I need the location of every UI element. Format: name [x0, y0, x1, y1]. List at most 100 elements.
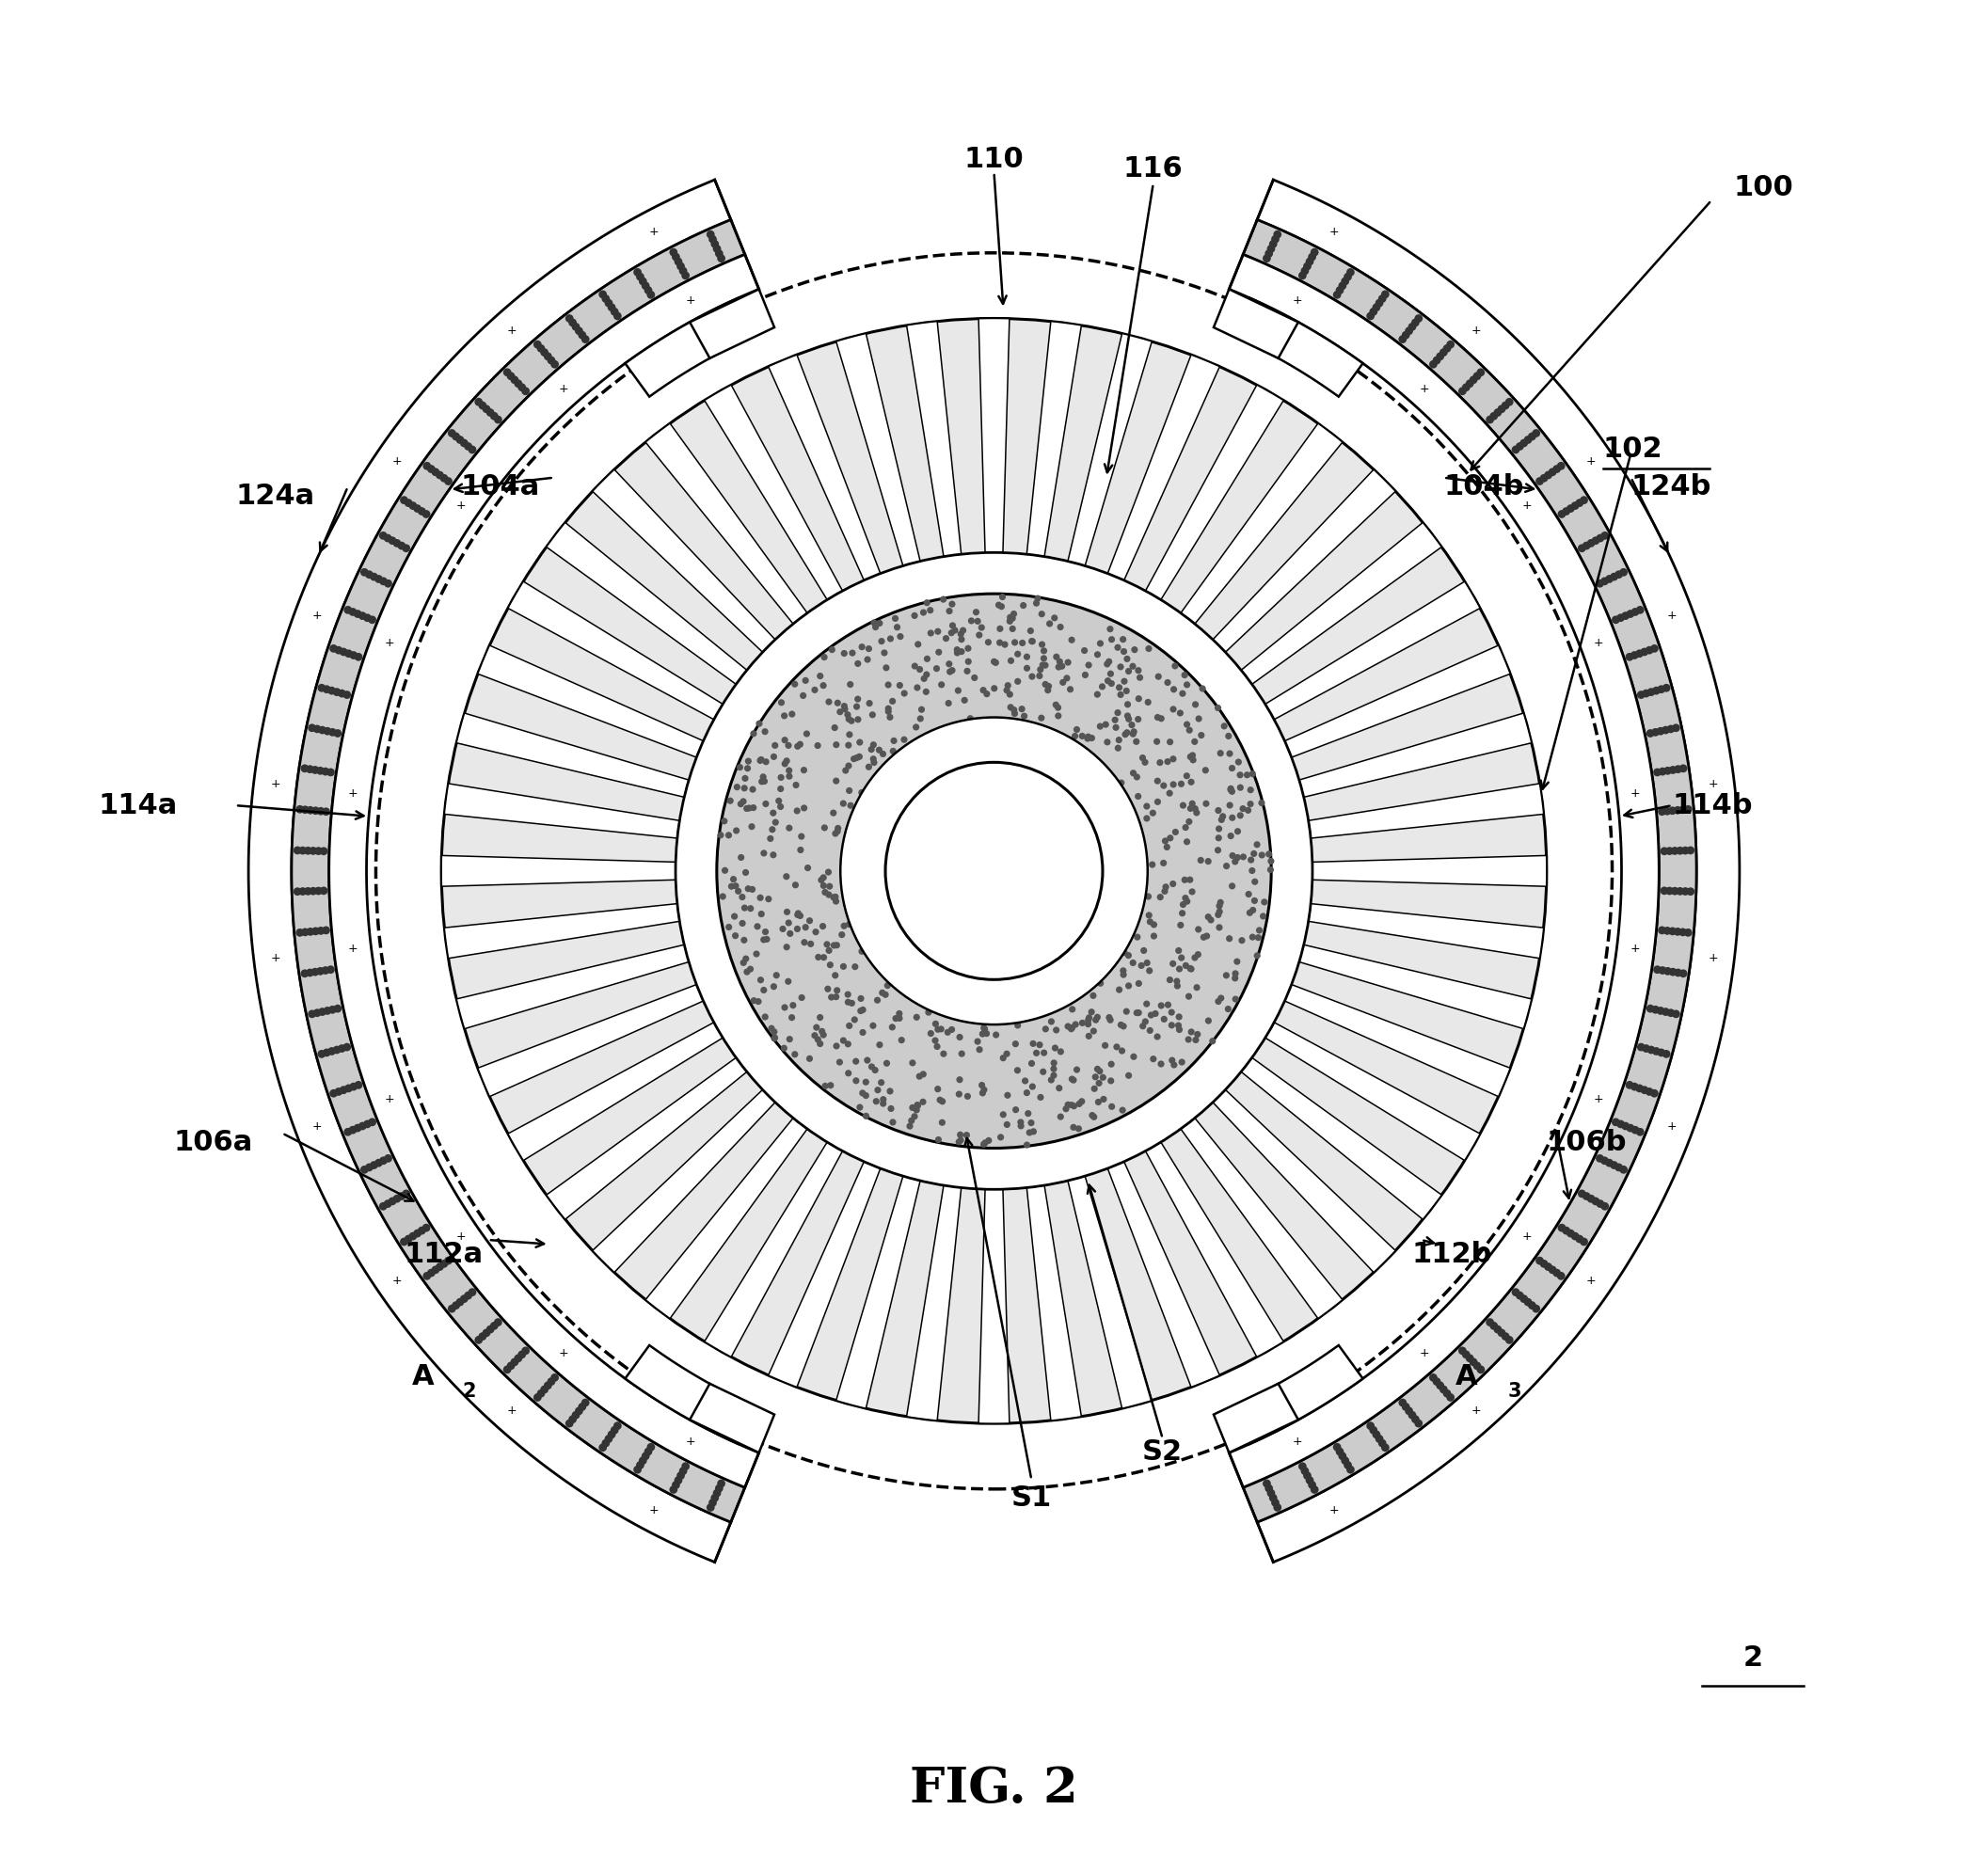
Circle shape — [911, 612, 918, 618]
Circle shape — [1145, 699, 1151, 706]
Circle shape — [771, 1034, 777, 1041]
Circle shape — [1042, 1026, 1050, 1032]
Circle shape — [414, 1229, 421, 1238]
Circle shape — [1123, 656, 1131, 663]
Circle shape — [1682, 888, 1690, 895]
Circle shape — [1223, 863, 1231, 869]
Circle shape — [885, 708, 893, 715]
Circle shape — [887, 714, 893, 721]
Circle shape — [394, 1195, 402, 1202]
Circle shape — [742, 775, 749, 781]
Circle shape — [789, 1002, 797, 1010]
Circle shape — [1137, 963, 1145, 968]
Circle shape — [924, 656, 930, 663]
Circle shape — [1040, 648, 1048, 654]
Circle shape — [885, 981, 891, 989]
Circle shape — [1010, 611, 1018, 618]
Polygon shape — [1213, 1384, 1298, 1453]
Circle shape — [714, 245, 722, 253]
Circle shape — [831, 942, 837, 950]
Circle shape — [1179, 802, 1187, 809]
Text: +: + — [1471, 326, 1481, 337]
Circle shape — [1511, 446, 1521, 453]
Circle shape — [300, 805, 310, 815]
Circle shape — [881, 650, 889, 656]
Polygon shape — [1181, 423, 1342, 624]
Circle shape — [718, 1480, 726, 1487]
Circle shape — [1654, 768, 1662, 777]
Circle shape — [775, 798, 781, 804]
Text: 2: 2 — [1743, 1644, 1763, 1671]
Circle shape — [1630, 607, 1640, 616]
Circle shape — [1018, 1118, 1024, 1126]
Circle shape — [1376, 300, 1384, 307]
Circle shape — [1656, 727, 1664, 736]
Polygon shape — [837, 333, 920, 566]
Circle shape — [825, 699, 833, 706]
Polygon shape — [690, 1384, 775, 1453]
Circle shape — [797, 912, 803, 920]
Circle shape — [1163, 884, 1169, 890]
Circle shape — [316, 966, 324, 976]
Circle shape — [1620, 1165, 1628, 1174]
Circle shape — [674, 1476, 682, 1485]
Circle shape — [1310, 247, 1318, 257]
Circle shape — [1678, 927, 1688, 936]
Circle shape — [730, 877, 738, 882]
Circle shape — [1175, 1013, 1183, 1021]
Circle shape — [1306, 1476, 1314, 1485]
Circle shape — [1217, 749, 1225, 757]
Circle shape — [300, 764, 308, 772]
Circle shape — [1179, 901, 1187, 908]
Circle shape — [801, 805, 807, 811]
Circle shape — [676, 1472, 684, 1480]
Circle shape — [1028, 672, 1036, 680]
Circle shape — [914, 1101, 920, 1109]
Circle shape — [1248, 867, 1256, 875]
Circle shape — [753, 923, 761, 929]
Circle shape — [1600, 1156, 1608, 1165]
Circle shape — [1060, 680, 1066, 686]
Circle shape — [1646, 1004, 1654, 1013]
Circle shape — [644, 287, 652, 294]
Circle shape — [1461, 1350, 1471, 1358]
Circle shape — [1366, 313, 1374, 320]
Circle shape — [1636, 1128, 1644, 1137]
Circle shape — [1304, 1472, 1312, 1480]
Circle shape — [1636, 1084, 1644, 1092]
Circle shape — [380, 577, 388, 586]
Circle shape — [1085, 734, 1091, 740]
Circle shape — [897, 633, 905, 641]
Circle shape — [330, 1090, 338, 1098]
Circle shape — [610, 1425, 618, 1435]
Circle shape — [374, 1159, 384, 1167]
Text: +: + — [1328, 1504, 1338, 1517]
Text: +: + — [392, 1274, 402, 1287]
Circle shape — [1149, 1056, 1157, 1062]
Circle shape — [1157, 759, 1163, 766]
Circle shape — [753, 950, 759, 957]
Circle shape — [883, 991, 889, 998]
Circle shape — [421, 1223, 429, 1232]
Circle shape — [742, 785, 747, 792]
Text: 116: 116 — [1123, 155, 1183, 182]
Circle shape — [1686, 847, 1694, 854]
Circle shape — [785, 768, 793, 774]
Circle shape — [354, 1124, 362, 1131]
Circle shape — [306, 927, 314, 936]
Circle shape — [777, 699, 785, 706]
Circle shape — [1592, 1197, 1600, 1206]
Circle shape — [1044, 687, 1052, 693]
Circle shape — [718, 832, 724, 839]
Polygon shape — [507, 1023, 724, 1161]
Circle shape — [825, 892, 833, 897]
Text: S1: S1 — [1012, 1485, 1052, 1512]
Circle shape — [1024, 665, 1030, 672]
Circle shape — [443, 1257, 453, 1264]
Circle shape — [1042, 661, 1048, 669]
Circle shape — [1646, 1088, 1654, 1096]
Polygon shape — [646, 423, 807, 624]
Circle shape — [1195, 715, 1203, 723]
Polygon shape — [704, 1143, 843, 1356]
Circle shape — [1227, 751, 1233, 757]
